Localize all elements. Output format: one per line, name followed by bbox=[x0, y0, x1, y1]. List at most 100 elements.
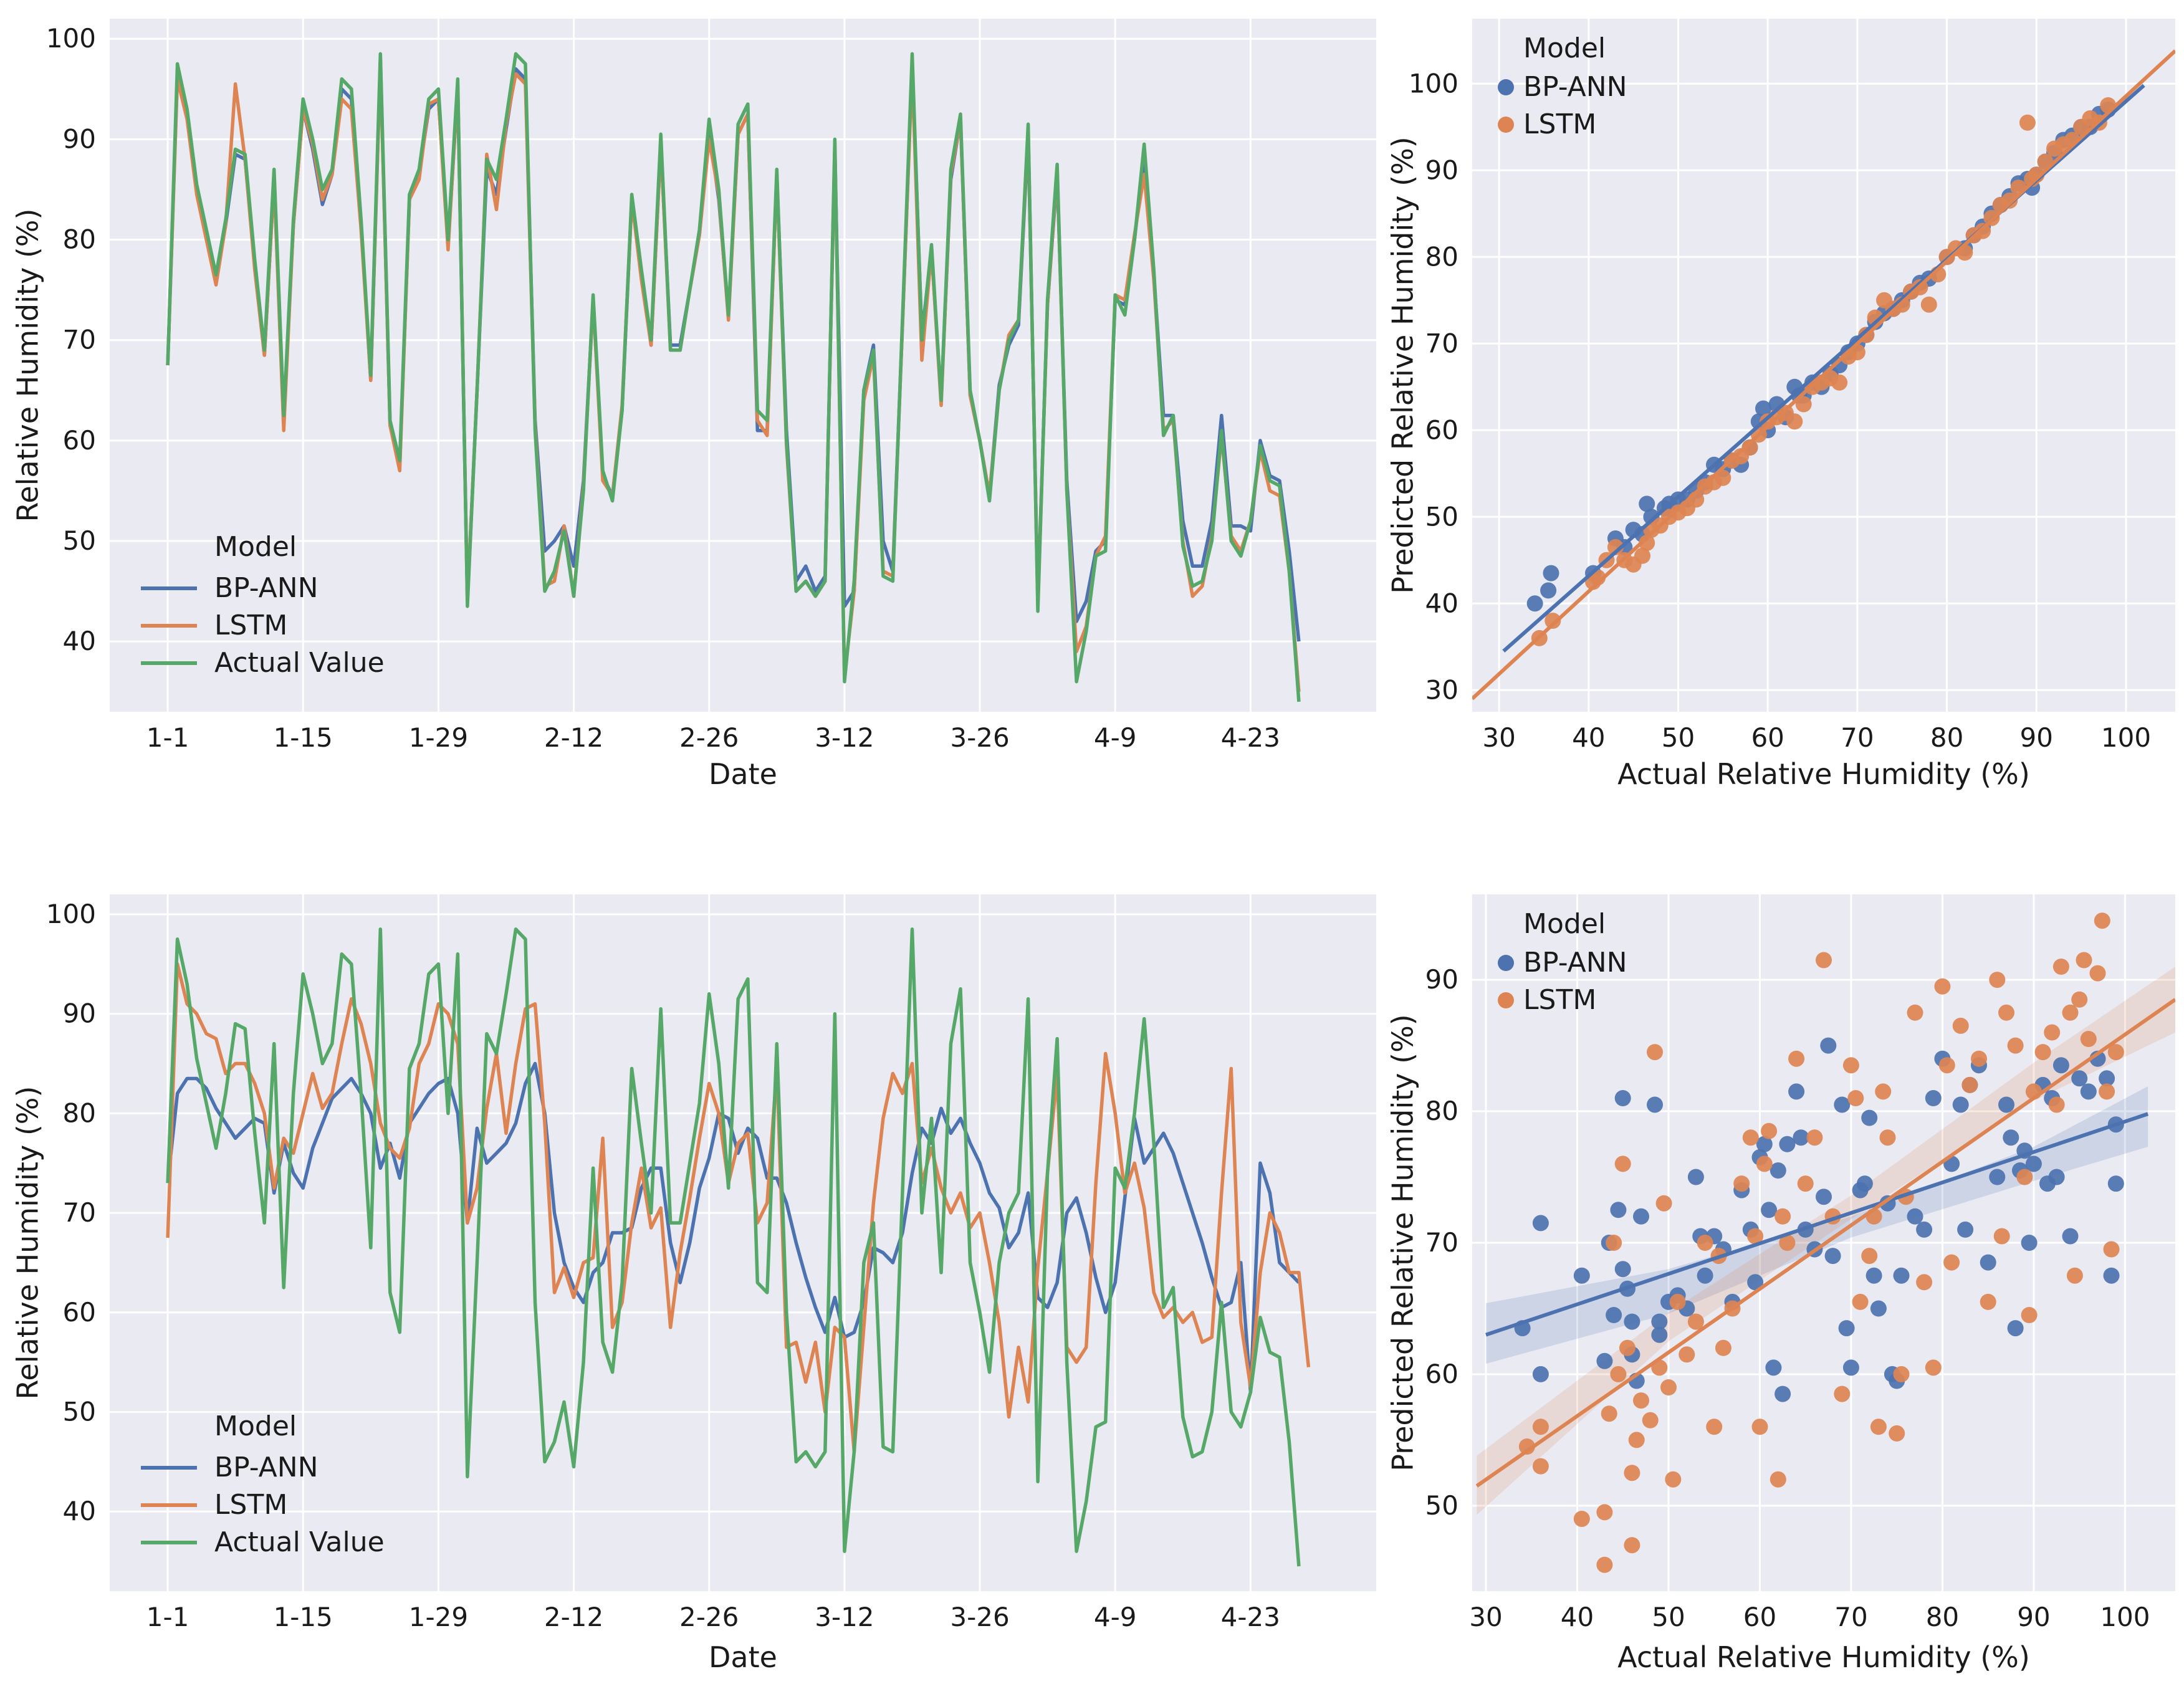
y-tick-label: 80 bbox=[1425, 1096, 1458, 1126]
lstm-point bbox=[1647, 1044, 1663, 1061]
lstm-point bbox=[2019, 114, 2036, 131]
plot-layer bbox=[1475, 912, 2175, 1573]
x-tick-label: 100 bbox=[2100, 1602, 2150, 1632]
bp-ann-point bbox=[1775, 1385, 1791, 1402]
lstm-point bbox=[1770, 1471, 1786, 1488]
bp-ann-point bbox=[1651, 1313, 1668, 1330]
bp-ann-point bbox=[1824, 1248, 1841, 1265]
x-tick-label: 1-15 bbox=[274, 722, 333, 753]
lstm-point bbox=[2099, 1083, 2115, 1100]
lstm-point bbox=[1518, 1438, 1535, 1455]
bp-ann-point bbox=[1916, 1221, 1933, 1238]
bp-ann-point bbox=[1834, 1096, 1851, 1113]
x-tick-label: 4-9 bbox=[1094, 722, 1137, 753]
x-tick-label: 30 bbox=[1469, 1602, 1502, 1632]
scatter-chart-bottom: 50 60 70 80 90 30 40 50 60 70 80 90 100 Actual Relati… bbox=[1384, 873, 2184, 1689]
lstm-point bbox=[1879, 1129, 1896, 1146]
x-tick-label: 1-1 bbox=[146, 1602, 189, 1632]
legend-bp-ann-marker bbox=[1498, 79, 1514, 95]
x-axis-label: Date bbox=[709, 757, 777, 791]
y-tick-label: 80 bbox=[63, 224, 96, 255]
lstm-point bbox=[1596, 1504, 1613, 1521]
lstm-point bbox=[1601, 1405, 1617, 1422]
lstm-point bbox=[1741, 439, 1758, 456]
bp-ann-point bbox=[1697, 1267, 1713, 1284]
bp-ann-point bbox=[1614, 1090, 1631, 1106]
y-tick-label: 70 bbox=[63, 325, 96, 355]
actual-value-line bbox=[166, 52, 1301, 702]
legend-title: Model bbox=[1523, 908, 1606, 940]
x-axis-label: Actual Relative Humidity (%) bbox=[1617, 757, 2030, 791]
lstm-point bbox=[1934, 978, 1951, 995]
bp-ann-point bbox=[1647, 1096, 1663, 1113]
lstm-point bbox=[2071, 991, 2088, 1008]
lstm-point bbox=[1998, 1004, 2014, 1021]
y-tick-label: 70 bbox=[63, 1197, 96, 1228]
y-tick-label: 100 bbox=[46, 23, 96, 54]
lstm-point bbox=[1532, 1419, 1549, 1435]
lstm-point bbox=[1665, 1471, 1682, 1488]
lstm-point bbox=[1952, 1017, 1969, 1034]
lstm-point bbox=[1660, 1379, 1677, 1395]
y-tick-label: 60 bbox=[63, 1297, 96, 1328]
lstm-point bbox=[1756, 1156, 1773, 1172]
legend-lstm-label: LSTM bbox=[214, 1489, 287, 1521]
bp-ann-point bbox=[2099, 1070, 2115, 1087]
y-tick-label: 40 bbox=[63, 626, 96, 656]
lstm-point bbox=[2034, 1044, 2051, 1061]
bp-ann-point bbox=[1761, 1202, 1778, 1218]
y-tick-label: 70 bbox=[1425, 1227, 1458, 1258]
lstm-point bbox=[2044, 1024, 2061, 1041]
bp-ann-point bbox=[2052, 1057, 2069, 1074]
bp-ann-point bbox=[1765, 1359, 1782, 1376]
x-tick-label: 40 bbox=[1572, 722, 1605, 753]
x-tick-label: 40 bbox=[1561, 1602, 1594, 1632]
lstm-point bbox=[1993, 1228, 2010, 1245]
y-tick-label: 100 bbox=[46, 899, 96, 929]
lstm-point bbox=[2089, 965, 2106, 982]
y-tick-label: 80 bbox=[1425, 241, 1458, 272]
lstm-point bbox=[1831, 374, 1848, 391]
bp-ann-point bbox=[2007, 1320, 2024, 1337]
bp-ann-point bbox=[1925, 1090, 1942, 1106]
lstm-regression-line bbox=[1475, 998, 2175, 1488]
lstm-point bbox=[2076, 952, 2092, 969]
x-tick-label: 3-12 bbox=[815, 1602, 874, 1632]
legend-title: Model bbox=[214, 1410, 297, 1442]
y-axis-label: Predicted Relative Humidity (%) bbox=[1386, 136, 1420, 593]
y-tick-label: 50 bbox=[1425, 1490, 1458, 1521]
legend-title: Model bbox=[1523, 32, 1606, 64]
lstm-point bbox=[1842, 1057, 1859, 1074]
x-tick-label: 60 bbox=[1751, 722, 1784, 753]
bp-ann-point bbox=[1907, 1208, 1923, 1225]
bp-ann-confidence-band bbox=[1486, 1086, 2148, 1364]
lstm-point bbox=[1628, 1432, 1645, 1448]
lstm-point bbox=[1606, 1235, 1622, 1251]
x-tick-label: 90 bbox=[2020, 722, 2053, 753]
lstm-point bbox=[1655, 1195, 1672, 1212]
lstm-point bbox=[2021, 1307, 2038, 1323]
y-tick-label: 90 bbox=[1425, 155, 1458, 185]
lstm-point bbox=[1797, 1175, 1814, 1192]
bp-ann-point bbox=[1532, 1215, 1549, 1232]
lstm-point bbox=[1795, 396, 1812, 413]
lstm-point bbox=[1870, 1419, 1887, 1435]
legend-title: Model bbox=[214, 531, 297, 563]
plot-layer bbox=[1472, 49, 2175, 701]
line-chart-bottom-svg: 40 50 60 70 80 90 100 1-1 1-15 1-29 2-12 2-26 3-12 3-… bbox=[11, 894, 1376, 1674]
lstm-point bbox=[2048, 1096, 2065, 1113]
bp-ann-point bbox=[1596, 1352, 1613, 1369]
bp-ann-point bbox=[1779, 1136, 1796, 1152]
lstm-point bbox=[2107, 1044, 2124, 1061]
bp-ann-point bbox=[1998, 1096, 2014, 1113]
bp-ann-point bbox=[1606, 1307, 1622, 1323]
bp-ann-point bbox=[2048, 1169, 2065, 1185]
lstm-point bbox=[1532, 1458, 1549, 1475]
bp-ann-point bbox=[1624, 1313, 1640, 1330]
bp-ann-point bbox=[2071, 1070, 2088, 1087]
bp-ann-point bbox=[1989, 1169, 2006, 1185]
lstm-point bbox=[1624, 1465, 1640, 1481]
lstm-point bbox=[1834, 1385, 1851, 1402]
y-tick-label: 40 bbox=[63, 1496, 96, 1526]
x-tick-label: 3-12 bbox=[815, 722, 874, 753]
